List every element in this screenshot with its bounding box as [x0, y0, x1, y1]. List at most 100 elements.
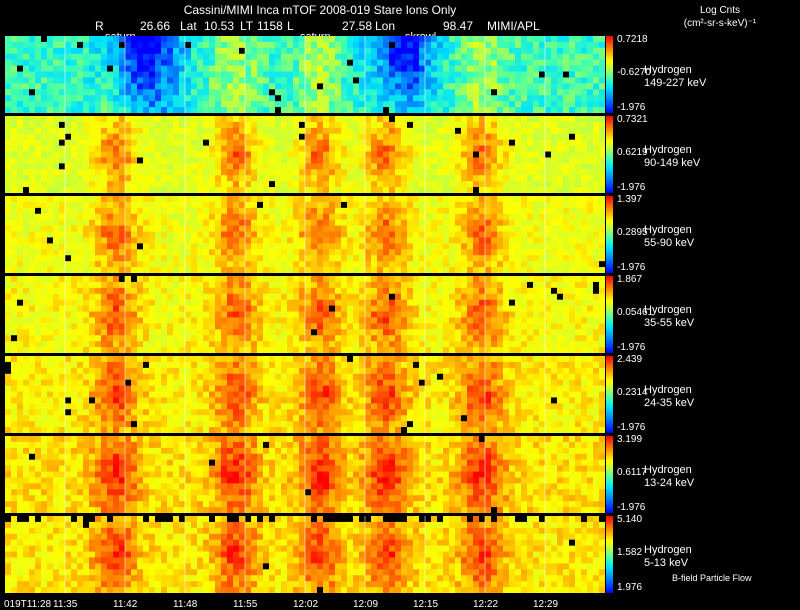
heatmap-cell [449, 72, 455, 78]
heatmap-cell [89, 335, 95, 341]
heatmap-cell [539, 107, 545, 113]
heatmap-cell [209, 157, 215, 163]
heatmap-cell [281, 282, 287, 288]
heatmap-cell [419, 335, 425, 341]
heatmap-cell [497, 163, 503, 169]
heatmap-cell [533, 101, 539, 107]
heatmap-cell [341, 157, 347, 163]
energy-range-label: 55-90 keV [644, 237, 694, 250]
heatmap-cell [71, 66, 77, 72]
heatmap-cell [407, 54, 413, 60]
heatmap-cell [29, 267, 35, 273]
heatmap-cell [257, 317, 263, 323]
heatmap-cell [449, 323, 455, 329]
heatmap-cell [335, 140, 341, 146]
heatmap-cell [143, 276, 149, 282]
heatmap-cell [185, 72, 191, 78]
heatmap-cell [65, 181, 71, 187]
heatmap-cell [407, 276, 413, 282]
heatmap-cell [431, 294, 437, 300]
heatmap-cell [293, 181, 299, 187]
heatmap-cell [161, 323, 167, 329]
heatmap-cell [89, 175, 95, 181]
heatmap-cell [125, 267, 131, 273]
heatmap-cell [143, 300, 149, 306]
heatmap-cell [65, 36, 71, 42]
heatmap-cell [95, 122, 101, 128]
heatmap-cell [125, 214, 131, 220]
bfield-flow-label: B-field Particle Flow [672, 573, 752, 583]
heatmap-cell [383, 140, 389, 146]
heatmap-cell [137, 202, 143, 208]
heatmap-cell [167, 323, 173, 329]
heatmap-cell [485, 122, 491, 128]
heatmap-cell [215, 169, 221, 175]
heatmap-cell [209, 294, 215, 300]
heatmap-cell [155, 60, 161, 66]
heatmap-cell [341, 237, 347, 243]
heatmap-cell [575, 128, 581, 134]
heatmap-cell [215, 202, 221, 208]
heatmap-cell [143, 163, 149, 169]
heatmap-cell [467, 42, 473, 48]
heatmap-cell [155, 323, 161, 329]
heatmap-cell [245, 60, 251, 66]
heatmap-cell [215, 95, 221, 101]
heatmap-cell [119, 347, 125, 353]
heatmap-cell [305, 72, 311, 78]
heatmap-cell [113, 42, 119, 48]
heatmap-cell [365, 77, 371, 83]
heatmap-cell [527, 54, 533, 60]
heatmap-cell [125, 36, 131, 42]
heatmap-cell [347, 202, 353, 208]
heatmap-cell [53, 196, 59, 202]
heatmap-cell [137, 72, 143, 78]
heatmap-cell [257, 312, 263, 318]
heatmap-cell [461, 77, 467, 83]
heatmap-cell [137, 329, 143, 335]
heatmap-cell [293, 101, 299, 107]
heatmap-cell [143, 107, 149, 113]
heatmap-cell [359, 169, 365, 175]
heatmap-cell [563, 157, 569, 163]
heatmap-cell [257, 42, 263, 48]
heatmap-cell [167, 36, 173, 42]
heatmap-cell [359, 323, 365, 329]
l-value: 27.58 [342, 20, 372, 32]
heatmap-cell [137, 83, 143, 89]
heatmap-cell [197, 202, 203, 208]
heatmap-cell [47, 196, 53, 202]
heatmap-cell [107, 306, 113, 312]
heatmap-cell [161, 54, 167, 60]
heatmap-cell [149, 77, 155, 83]
heatmap-cell [413, 66, 419, 72]
heatmap-cell [275, 323, 281, 329]
heatmap-cell [71, 72, 77, 78]
heatmap-cell [59, 249, 65, 255]
heatmap-cell [335, 243, 341, 249]
heatmap-cell [293, 175, 299, 181]
heatmap-cell [599, 66, 605, 72]
heatmap-cell [11, 220, 17, 226]
heatmap-cell [191, 276, 197, 282]
heatmap-cell [143, 208, 149, 214]
heatmap-cell [149, 294, 155, 300]
heatmap-cell [215, 163, 221, 169]
heatmap-cell [245, 202, 251, 208]
heatmap-cell [581, 226, 587, 232]
heatmap-cell [173, 341, 179, 347]
heatmap-cell [47, 202, 53, 208]
heatmap-cell [209, 175, 215, 181]
heatmap-cell [59, 261, 65, 267]
heatmap-cell [131, 146, 137, 152]
heatmap-cell [95, 163, 101, 169]
heatmap-cell [323, 122, 329, 128]
heatmap-cell [11, 134, 17, 140]
heatmap-cell [275, 335, 281, 341]
heatmap-cell [167, 243, 173, 249]
heatmap-cell [287, 261, 293, 267]
heatmap-cell [209, 42, 215, 48]
heatmap-cell [419, 329, 425, 335]
heatmap-cell [5, 66, 11, 72]
heatmap-cell [515, 140, 521, 146]
